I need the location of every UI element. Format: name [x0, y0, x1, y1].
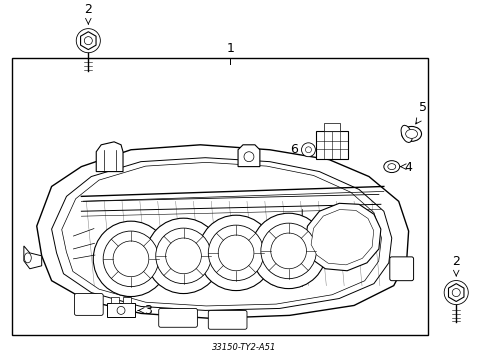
Ellipse shape	[401, 126, 421, 141]
Circle shape	[208, 225, 264, 281]
Text: 2: 2	[84, 3, 92, 16]
Text: 3: 3	[143, 304, 151, 317]
Text: 4: 4	[404, 161, 412, 174]
Text: 1: 1	[226, 41, 234, 55]
Polygon shape	[52, 158, 391, 310]
Circle shape	[244, 152, 253, 162]
Polygon shape	[37, 145, 408, 318]
Circle shape	[93, 221, 168, 297]
Circle shape	[165, 238, 201, 274]
Circle shape	[451, 289, 459, 297]
Bar	[324, 123, 340, 131]
Text: 33150-TY2-A51: 33150-TY2-A51	[211, 343, 276, 352]
Circle shape	[84, 37, 92, 45]
Text: 6: 6	[289, 143, 297, 156]
Circle shape	[218, 235, 253, 271]
Circle shape	[103, 231, 159, 287]
Circle shape	[305, 147, 311, 153]
FancyBboxPatch shape	[389, 257, 413, 281]
Text: 5: 5	[418, 101, 426, 114]
Ellipse shape	[24, 253, 31, 263]
Circle shape	[113, 241, 148, 277]
Ellipse shape	[383, 161, 399, 172]
Polygon shape	[81, 32, 96, 50]
Circle shape	[270, 233, 306, 269]
Polygon shape	[304, 203, 380, 271]
Circle shape	[145, 218, 221, 293]
Polygon shape	[96, 142, 123, 172]
Circle shape	[198, 215, 273, 291]
FancyBboxPatch shape	[159, 309, 197, 327]
Ellipse shape	[387, 164, 395, 170]
FancyBboxPatch shape	[208, 310, 246, 329]
Ellipse shape	[405, 130, 417, 138]
Bar	[123, 297, 131, 303]
Bar	[12, 58, 427, 335]
Circle shape	[260, 223, 316, 279]
Polygon shape	[447, 284, 463, 301]
Polygon shape	[24, 246, 41, 269]
Circle shape	[301, 143, 315, 157]
Circle shape	[117, 306, 125, 314]
Circle shape	[250, 213, 325, 289]
Polygon shape	[310, 210, 373, 265]
Circle shape	[76, 29, 100, 53]
Polygon shape	[61, 162, 381, 306]
Bar	[111, 297, 119, 303]
Ellipse shape	[400, 125, 411, 143]
Text: 2: 2	[451, 255, 459, 268]
Bar	[316, 131, 347, 159]
Polygon shape	[238, 145, 259, 167]
Bar	[107, 303, 135, 318]
Circle shape	[155, 228, 211, 284]
FancyBboxPatch shape	[74, 293, 103, 315]
Circle shape	[443, 280, 468, 305]
